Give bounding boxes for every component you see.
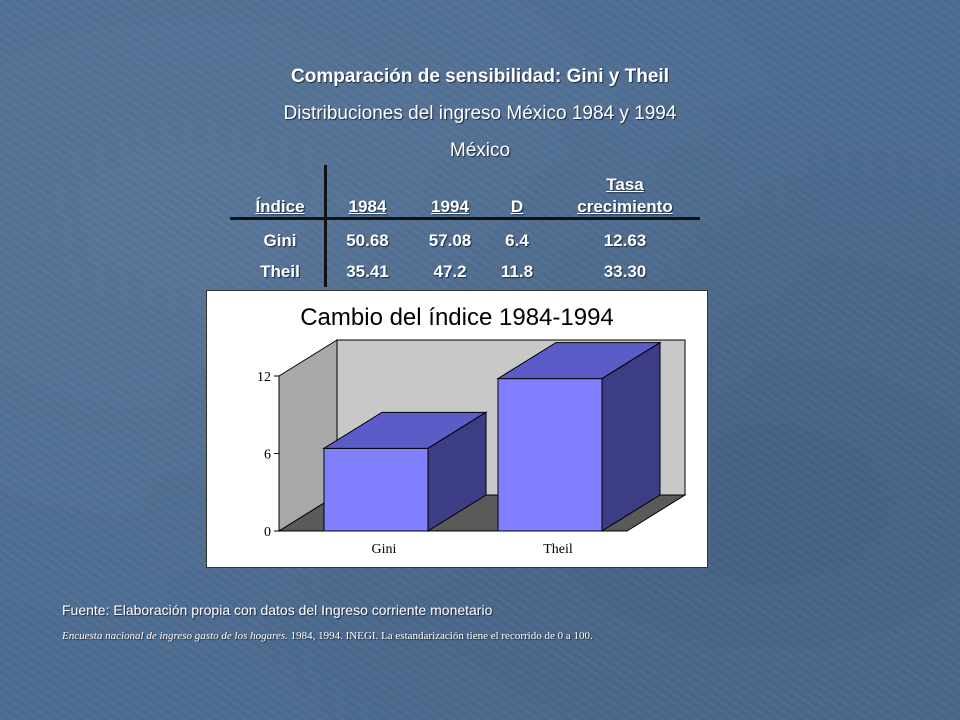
y-tick-label: 6 [264, 448, 271, 463]
page-title: Comparación de sensibilidad: Gini y Thei… [291, 66, 669, 87]
bar-chart-svg: Cambio del índice 1984-1994 0 6 12 Gini Thei… [257, 304, 687, 557]
chart-title: Cambio del índice 1984-1994 [300, 304, 614, 331]
survey-details: 1984, 1994. INEGI. La estandarización ti… [287, 630, 593, 642]
table-cell: Gini [263, 231, 297, 250]
table-cell: 11.8 [500, 262, 534, 281]
table-header-indice: Índice [255, 197, 305, 216]
table-cell: 57.08 [428, 231, 472, 250]
table-cell: 35.41 [346, 262, 389, 281]
table-header-rule [230, 217, 700, 220]
x-tick-label-gini: Gini [372, 542, 397, 557]
page-subtitle: Distribuciones del ingreso México 1984 y… [283, 103, 677, 124]
x-tick-label-theil: Theil [543, 542, 573, 557]
bar-front-gini [323, 447, 429, 532]
y-tick-label: 0 [264, 525, 271, 540]
bar-chart: Cambio del índice 1984-1994 0 6 12 Gini Thei… [206, 290, 708, 568]
survey-name: Encuesta nacional de ingreso gasto de lo… [62, 630, 288, 642]
survey-note: Encuesta nacional de ingreso gasto de lo… [62, 630, 593, 642]
table-cell: 50.68 [346, 231, 389, 250]
table-cell: 12.63 [603, 231, 647, 250]
source-note: Fuente: Elaboración propia con datos del… [62, 602, 493, 618]
table-cell: 47.2 [433, 262, 467, 281]
table-header-crecimiento: crecimiento [577, 197, 673, 216]
table-vertical-rule [324, 165, 327, 287]
comparison-table: Índice 1984 1994 D Tasa crecimiento Gini… [230, 165, 700, 290]
table-cell: 6.4 [505, 231, 529, 250]
table-cell: 33.30 [603, 262, 647, 281]
table-cell: Theil [260, 262, 300, 281]
bar-front-theil [497, 378, 603, 532]
table-header-d: D [510, 197, 524, 216]
table-header-1984: 1984 [348, 197, 387, 216]
bar-side-theil [601, 341, 661, 532]
region-label: México [449, 140, 511, 161]
table-header-tasa: Tasa [606, 175, 644, 194]
table-header-1994: 1994 [431, 197, 469, 216]
bar-side-gini [427, 411, 487, 532]
y-tick-label: 12 [257, 370, 271, 385]
